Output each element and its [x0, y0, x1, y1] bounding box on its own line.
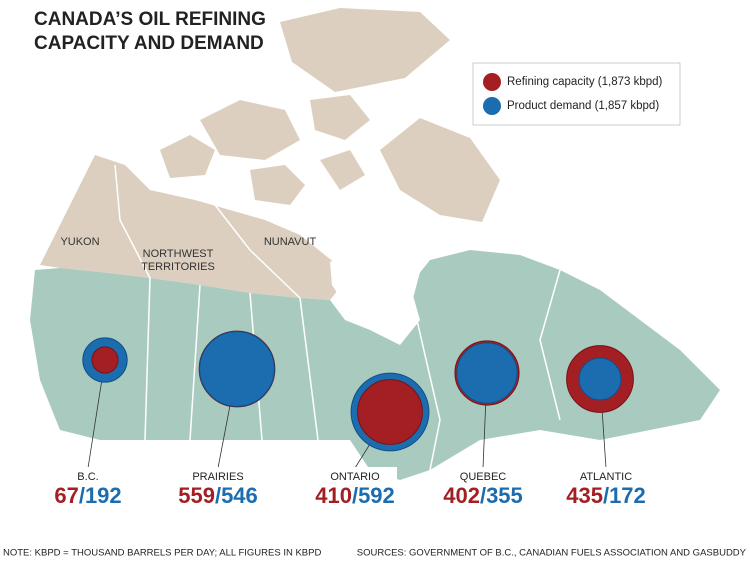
legend-label: Product demand (1,857 kbpd)	[507, 100, 659, 112]
territory-label: YUKON	[60, 236, 99, 248]
arctic-island	[250, 165, 305, 205]
region-name: PRAIRIES	[192, 471, 243, 483]
provinces-land	[30, 250, 720, 480]
arctic-island	[160, 135, 215, 178]
territory-label: NORTHWEST	[143, 248, 214, 260]
separator: /	[215, 483, 221, 508]
source: SOURCES: GOVERNMENT OF B.C., CANADIAN FU…	[357, 548, 747, 559]
note: NOTE: KBPD = THOUSAND BARRELS PER DAY; A…	[3, 548, 321, 559]
title: CANADA’S OIL REFINING	[34, 9, 266, 30]
demand-circle	[578, 357, 622, 401]
demand-value: 172	[609, 483, 646, 508]
borders	[114, 164, 561, 471]
demand-value: 192	[85, 483, 122, 508]
basemap	[30, 8, 720, 480]
label-box	[313, 467, 397, 511]
demand-circle	[199, 331, 275, 407]
border	[299, 297, 319, 441]
region-values: 559/546	[178, 483, 258, 508]
title: CAPACITY AND DEMAND	[34, 33, 264, 54]
arctic-island	[200, 100, 300, 160]
arctic-island	[320, 150, 365, 190]
marks: B.C.67/192PRAIRIES559/546ONTARIO410/592Q…	[46, 330, 648, 511]
capacity-value: 67	[54, 483, 78, 508]
separator: /	[603, 483, 609, 508]
border	[114, 164, 151, 279]
arctic-island	[310, 95, 370, 140]
capacity-circle	[91, 346, 119, 374]
region-values: 67/192	[54, 483, 121, 508]
demand-value: 546	[221, 483, 258, 508]
capacity-circle	[357, 379, 423, 445]
region-values: 435/172	[566, 483, 646, 508]
legend-swatch	[483, 73, 501, 91]
region-values: 402/355	[443, 483, 523, 508]
separator: /	[480, 483, 486, 508]
hudson-bay	[330, 246, 420, 330]
border	[214, 204, 301, 299]
region-name: B.C.	[77, 471, 98, 483]
capacity-value: 402	[443, 483, 480, 508]
region-name: QUEBEC	[460, 471, 507, 483]
capacity-value: 559	[178, 483, 215, 508]
label-box	[564, 467, 648, 511]
arctic-island	[280, 8, 450, 92]
separator: /	[352, 483, 358, 508]
region-name: ATLANTIC	[580, 471, 632, 483]
legend-swatch	[483, 97, 501, 115]
border	[409, 289, 441, 471]
border	[144, 277, 151, 441]
capacity-value: 435	[566, 483, 603, 508]
territory-label: NUNAVUT	[264, 236, 317, 248]
legend-label: Refining capacity (1,873 kbpd)	[507, 76, 663, 88]
territory-label: TERRITORIES	[141, 261, 215, 273]
capacity-value: 410	[315, 483, 352, 508]
demand-value: 592	[358, 483, 395, 508]
border	[189, 284, 201, 441]
label-box	[176, 467, 260, 511]
arctic-island	[380, 118, 500, 222]
label-box	[46, 467, 130, 511]
separator: /	[79, 483, 85, 508]
demand-circle	[456, 342, 518, 404]
label-box	[441, 467, 525, 511]
demand-value: 355	[486, 483, 523, 508]
legend-box	[472, 62, 681, 126]
region-name: ONTARIO	[330, 471, 380, 483]
region-values: 410/592	[315, 483, 395, 508]
border	[539, 269, 561, 421]
